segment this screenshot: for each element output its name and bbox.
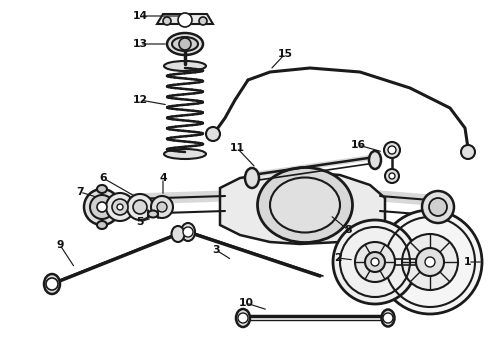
Ellipse shape <box>97 185 107 193</box>
Ellipse shape <box>172 37 198 51</box>
Text: 1: 1 <box>464 257 472 267</box>
Circle shape <box>163 17 171 25</box>
Circle shape <box>84 189 120 225</box>
Circle shape <box>133 200 147 214</box>
Polygon shape <box>220 172 385 244</box>
Ellipse shape <box>270 177 340 233</box>
Text: 6: 6 <box>99 173 107 183</box>
Circle shape <box>461 145 475 159</box>
Circle shape <box>238 313 248 323</box>
Circle shape <box>151 196 173 218</box>
Circle shape <box>178 13 192 27</box>
Text: 15: 15 <box>277 49 293 59</box>
Text: 7: 7 <box>76 187 84 197</box>
Circle shape <box>378 210 482 314</box>
Circle shape <box>117 204 123 210</box>
Circle shape <box>112 199 128 215</box>
Circle shape <box>385 169 399 183</box>
Circle shape <box>425 257 435 267</box>
Circle shape <box>383 313 393 323</box>
Text: 8: 8 <box>344 225 352 235</box>
Circle shape <box>90 195 114 219</box>
Circle shape <box>127 194 153 220</box>
Polygon shape <box>157 14 213 24</box>
Circle shape <box>157 202 167 212</box>
Circle shape <box>402 234 458 290</box>
Circle shape <box>333 220 417 304</box>
Ellipse shape <box>258 167 352 243</box>
Circle shape <box>389 173 395 179</box>
Ellipse shape <box>148 211 158 217</box>
Circle shape <box>355 242 395 282</box>
Circle shape <box>106 193 134 221</box>
Text: 5: 5 <box>136 217 144 227</box>
Circle shape <box>183 227 193 237</box>
Ellipse shape <box>245 168 259 188</box>
Circle shape <box>365 252 385 272</box>
Circle shape <box>416 248 444 276</box>
Circle shape <box>371 258 379 266</box>
Circle shape <box>422 191 454 223</box>
Text: 2: 2 <box>334 253 342 263</box>
Circle shape <box>97 202 107 212</box>
Text: 16: 16 <box>350 140 366 150</box>
Text: 13: 13 <box>132 39 147 49</box>
Circle shape <box>46 278 58 290</box>
Ellipse shape <box>172 226 185 242</box>
Circle shape <box>384 142 400 158</box>
Ellipse shape <box>167 33 203 55</box>
Ellipse shape <box>164 149 206 159</box>
Ellipse shape <box>236 309 250 327</box>
Ellipse shape <box>181 223 195 241</box>
Circle shape <box>429 198 447 216</box>
Ellipse shape <box>44 274 60 294</box>
Text: 12: 12 <box>132 95 147 105</box>
Text: 14: 14 <box>132 11 147 21</box>
Text: 11: 11 <box>229 143 245 153</box>
Circle shape <box>206 127 220 141</box>
Circle shape <box>179 38 191 50</box>
Circle shape <box>199 17 207 25</box>
Ellipse shape <box>164 61 206 71</box>
Circle shape <box>388 146 396 154</box>
Text: 4: 4 <box>159 173 167 183</box>
Ellipse shape <box>97 221 107 229</box>
Ellipse shape <box>382 310 394 327</box>
Text: 10: 10 <box>239 298 253 308</box>
Text: 9: 9 <box>56 240 64 250</box>
Text: 3: 3 <box>212 245 220 255</box>
Ellipse shape <box>369 151 381 169</box>
